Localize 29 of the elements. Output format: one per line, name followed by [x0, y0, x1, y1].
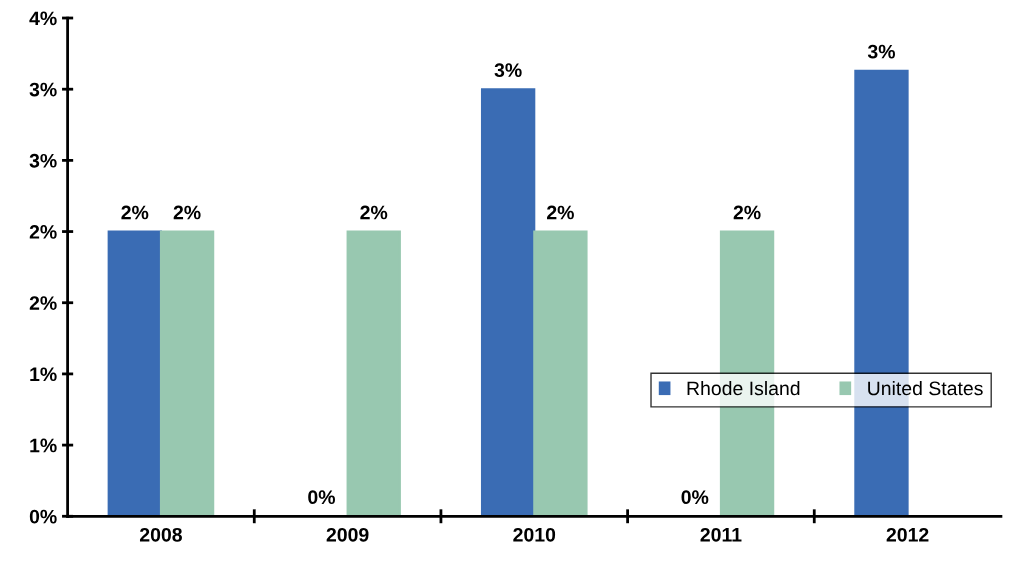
y-tick-label: 0%: [29, 509, 57, 524]
bar: [480, 88, 536, 517]
data-label: 3%: [867, 44, 895, 59]
data-label: 2%: [121, 205, 149, 220]
legend-label: Rhode Island: [687, 380, 800, 396]
bar: [159, 230, 215, 517]
y-tick-label: 3%: [29, 153, 57, 168]
y-tick-label: 4%: [29, 11, 57, 26]
data-label: 2%: [547, 205, 574, 220]
data-label: 3%: [494, 63, 522, 78]
x-tick-label: 2011: [700, 527, 742, 542]
x-tick-label: 2012: [886, 527, 929, 542]
x-tick-label: 2009: [326, 527, 369, 542]
bar: [346, 230, 401, 517]
legend-label: United States: [868, 380, 983, 396]
data-label: 0%: [308, 490, 336, 505]
bar: [107, 230, 162, 517]
x-tick-label: 2010: [513, 527, 556, 542]
y-tick-label: 1%: [30, 438, 57, 453]
y-tick-label: 2%: [29, 225, 57, 239]
y-tick-label: 1%: [30, 367, 57, 382]
data-label: 2%: [173, 205, 201, 220]
data-label: 0%: [681, 490, 709, 505]
data-label: 2%: [733, 205, 761, 220]
bar: [533, 230, 588, 517]
y-tick-label: 3%: [29, 82, 57, 97]
y-tick-label: 2%: [29, 296, 57, 310]
x-tick-label: 2008: [139, 527, 182, 542]
data-label: 2%: [360, 205, 388, 220]
